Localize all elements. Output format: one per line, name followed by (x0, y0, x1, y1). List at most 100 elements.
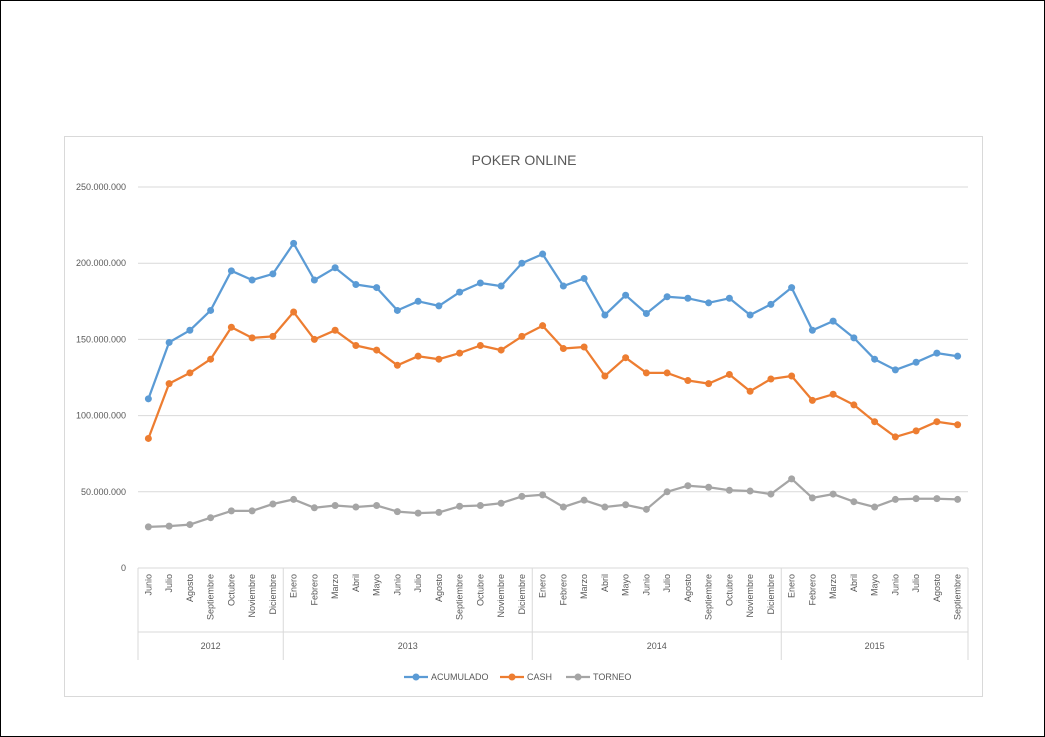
data-point (642, 309, 650, 317)
data-point (456, 502, 464, 510)
series-torneo (144, 475, 962, 531)
data-point (144, 395, 152, 403)
data-point (954, 495, 962, 503)
x-tick-label: Diciembre (268, 574, 278, 615)
legend-label: CASH (527, 672, 552, 682)
data-point (352, 281, 360, 289)
data-point (248, 334, 256, 342)
data-point (725, 486, 733, 494)
x-tick-label: Octubre (724, 574, 734, 606)
data-point (954, 352, 962, 360)
data-point (435, 355, 443, 363)
data-point (414, 352, 422, 360)
x-tick-label: Junio (890, 574, 900, 596)
data-point (352, 503, 360, 511)
legend-label: ACUMULADO (431, 672, 489, 682)
data-point (269, 270, 277, 278)
x-tick-label: Agosto (932, 574, 942, 602)
data-point (497, 499, 505, 507)
data-point (829, 317, 837, 325)
y-tick-label: 200.000.000 (76, 258, 126, 268)
x-tick-label: Agosto (683, 574, 693, 602)
data-point (476, 502, 484, 510)
data-point (435, 302, 443, 310)
series-cash (144, 308, 962, 442)
x-tick-label: Noviembre (247, 574, 257, 618)
legend-swatch-marker (574, 673, 582, 681)
data-point (497, 282, 505, 290)
data-point (601, 372, 609, 380)
data-point (829, 490, 837, 498)
data-point (663, 488, 671, 496)
x-tick-label: Agosto (434, 574, 444, 602)
data-point (746, 311, 754, 319)
x-tick-label: Septiembre (953, 574, 963, 620)
data-point (227, 507, 235, 515)
data-point (663, 293, 671, 301)
group-label: 2013 (398, 641, 418, 651)
data-point (788, 475, 796, 483)
x-tick-label: Enero (289, 574, 299, 598)
data-point (850, 401, 858, 409)
chart-title: POKER ONLINE (471, 152, 576, 168)
data-point (207, 306, 215, 314)
data-point (871, 503, 879, 511)
x-tick-label: Abril (600, 574, 610, 592)
data-point (144, 523, 152, 531)
x-tick-label: Febrero (807, 574, 817, 606)
data-point (808, 326, 816, 334)
x-tick-label: Julio (164, 574, 174, 593)
y-tick-label: 250.000.000 (76, 182, 126, 192)
data-point (144, 434, 152, 442)
group-label: 2014 (647, 641, 667, 651)
data-point (601, 311, 609, 319)
data-point (705, 483, 713, 491)
data-point (456, 349, 464, 357)
data-point (373, 346, 381, 354)
group-label: 2012 (201, 641, 221, 651)
data-point (539, 491, 547, 499)
data-point (746, 487, 754, 495)
data-point (393, 508, 401, 516)
data-point (642, 369, 650, 377)
data-point (331, 326, 339, 334)
data-point (539, 250, 547, 258)
data-point (518, 492, 526, 500)
x-tick-label: Junio (641, 574, 651, 596)
legend-item: TORNEO (566, 672, 631, 682)
x-tick-label: Diciembre (517, 574, 527, 615)
data-point (622, 354, 630, 362)
x-tick-label: Agosto (185, 574, 195, 602)
x-tick-label: Abril (849, 574, 859, 592)
legend-item: CASH (500, 672, 552, 682)
data-point (207, 514, 215, 522)
data-point (891, 366, 899, 374)
x-tick-label: Mayo (870, 574, 880, 596)
data-point (891, 433, 899, 441)
data-point (518, 259, 526, 267)
x-tick-label: Marzo (828, 574, 838, 599)
x-tick-label: Marzo (330, 574, 340, 599)
x-tick-label: Septiembre (704, 574, 714, 620)
x-tick-label: Noviembre (745, 574, 755, 618)
x-tick-label: Noviembre (496, 574, 506, 618)
data-point (891, 495, 899, 503)
x-tick-label: Julio (662, 574, 672, 593)
x-axis: Junio Julio Agosto Septiembre Octubre Noviemb… (137, 567, 969, 660)
data-point (871, 418, 879, 426)
data-point (705, 380, 713, 388)
data-point (269, 332, 277, 340)
data-point (207, 355, 215, 363)
data-point (559, 503, 567, 511)
x-tick-label: Junio (392, 574, 402, 596)
legend-label: TORNEO (593, 672, 631, 682)
data-point (684, 377, 692, 385)
x-tick-label: Junio (143, 574, 153, 596)
data-point (767, 300, 775, 308)
data-point (663, 369, 671, 377)
data-point (393, 361, 401, 369)
x-tick-label: Julio (911, 574, 921, 593)
data-point (165, 522, 173, 530)
data-point (829, 390, 837, 398)
data-point (684, 294, 692, 302)
